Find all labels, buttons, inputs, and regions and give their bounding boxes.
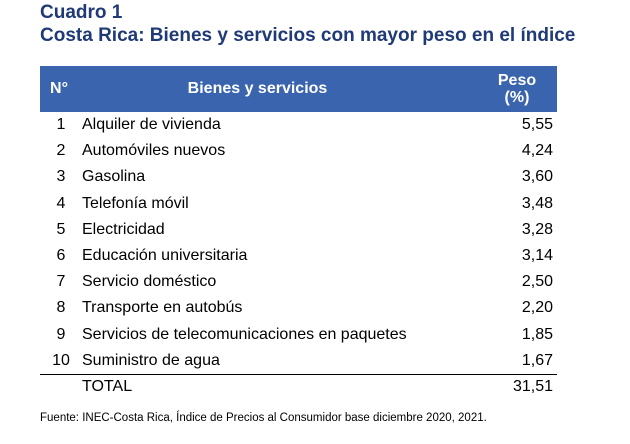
table-row: 5 Electricidad 3,28: [40, 217, 557, 243]
table-row: 1 Alquiler de vivienda 5,55: [40, 112, 557, 138]
row-name: Educación universitaria: [82, 247, 248, 265]
row-weight: 2,20: [521, 299, 553, 317]
table-label: Cuadro 1: [40, 2, 123, 23]
row-weight: 4,24: [521, 142, 553, 160]
table-title: Costa Rica: Bienes y servicios con mayor…: [40, 25, 576, 46]
row-number: 8: [56, 299, 66, 317]
header-row: N° Bienes y servicios Peso (%): [40, 66, 557, 112]
table-row: 10 Suministro de agua 1,67: [40, 348, 557, 375]
row-name: Electricidad: [82, 220, 165, 238]
header-name: Bienes y servicios: [78, 66, 437, 112]
table-row: 2 Automóviles nuevos 4,24: [40, 138, 557, 164]
row-weight: 1,67: [521, 351, 553, 369]
row-weight: 3,60: [521, 168, 553, 186]
row-weight: 2,50: [521, 273, 553, 291]
row-weight: 3,28: [521, 220, 553, 238]
row-number: 7: [56, 273, 66, 291]
row-number: 9: [56, 325, 66, 343]
weights-table: N° Bienes y servicios Peso (%) 1 Alquile…: [40, 66, 557, 400]
row-number: 5: [56, 220, 66, 238]
row-number: 1: [56, 116, 66, 134]
row-name: Transporte en autobús: [82, 299, 243, 317]
row-weight: 1,85: [521, 325, 553, 343]
header-weight-line1: Peso: [497, 72, 537, 89]
row-name: Telefonía móvil: [82, 194, 189, 212]
header-weight: Peso (%): [437, 66, 557, 112]
row-number: 3: [56, 168, 66, 186]
row-number: 2: [56, 142, 66, 160]
source-note: Fuente: INEC-Costa Rica, Índice de Preci…: [40, 412, 487, 424]
total-row: TOTAL 31,51: [40, 373, 557, 400]
table-row: 6 Educación universitaria 3,14: [40, 243, 557, 269]
total-number-empty: [40, 373, 78, 400]
row-number: 10: [52, 351, 70, 369]
total-label: TOTAL: [78, 373, 437, 400]
row-name: Servicio doméstico: [82, 273, 217, 291]
header-weight-line2: (%): [504, 89, 530, 106]
table-heading: Cuadro 1 Costa Rica: Bienes y servicios …: [40, 2, 575, 48]
row-name: Suministro de agua: [82, 351, 220, 369]
row-name: Servicios de telecomunicaciones en paque…: [82, 325, 407, 343]
table-row: 9 Servicios de telecomunicaciones en paq…: [40, 322, 557, 348]
row-number: 6: [56, 247, 66, 265]
row-name: Automóviles nuevos: [82, 142, 226, 160]
table-row: 4 Telefonía móvil 3,48: [40, 191, 557, 217]
header-number: N°: [40, 66, 78, 112]
table-row: 7 Servicio doméstico 2,50: [40, 269, 557, 295]
row-name: Gasolina: [82, 168, 146, 186]
row-weight: 5,55: [521, 116, 553, 134]
row-weight: 3,48: [521, 194, 553, 212]
row-name: Alquiler de vivienda: [82, 116, 221, 134]
row-number: 4: [56, 194, 66, 212]
table-row: 3 Gasolina 3,60: [40, 164, 557, 190]
table-row: 8 Transporte en autobús 2,20: [40, 295, 557, 321]
row-weight: 3,14: [521, 247, 553, 265]
total-weight: 31,51: [437, 373, 557, 400]
